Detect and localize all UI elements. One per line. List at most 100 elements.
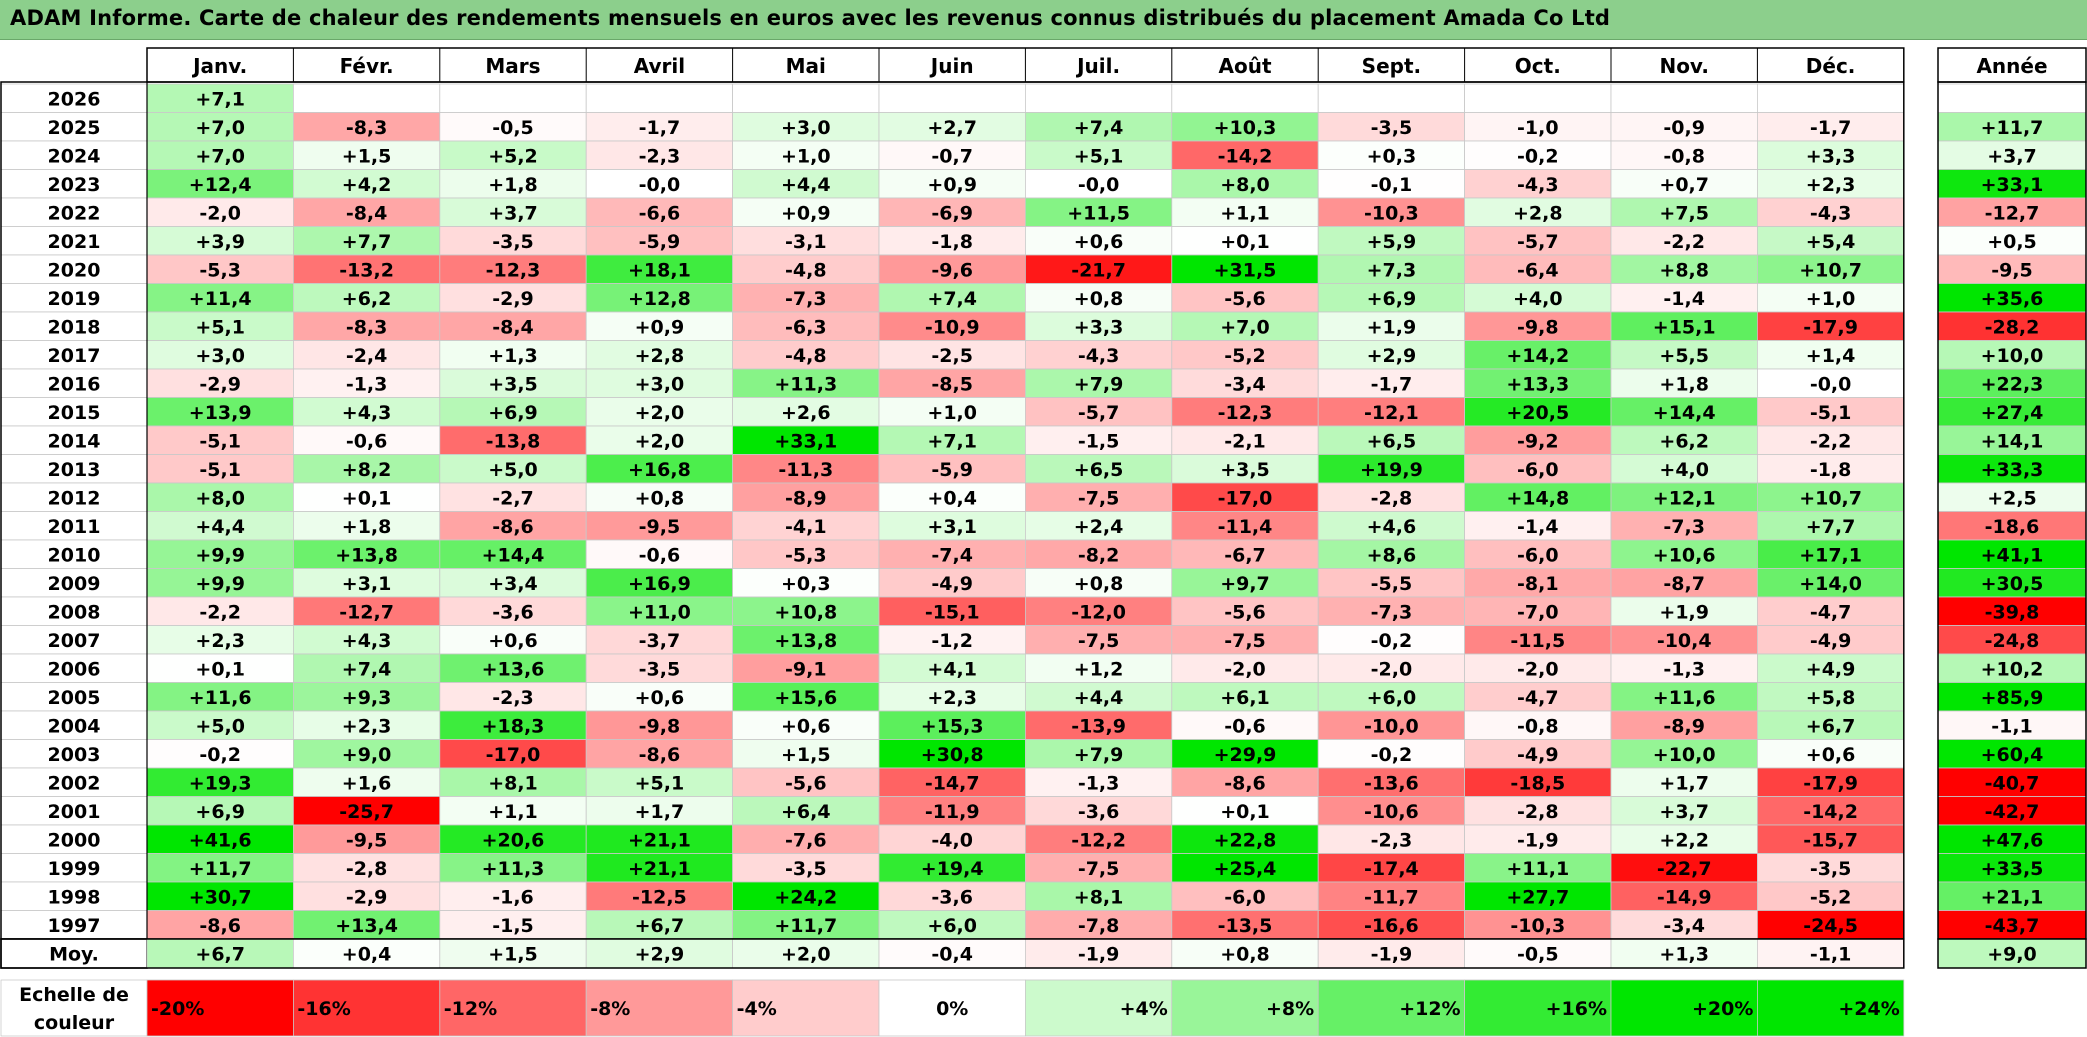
heatmap-cell — [1757, 767, 1905, 797]
cell-value: +29,9 — [1214, 744, 1277, 766]
cell-value: +17,1 — [1799, 544, 1862, 566]
average-frame — [0, 938, 1905, 969]
year-label-cell — [0, 340, 148, 370]
year-label-cell — [0, 539, 148, 569]
heatmap-cell — [292, 796, 441, 826]
heatmap-cell — [732, 767, 880, 797]
heatmap-cell — [878, 83, 1026, 113]
cell-value: -3,6 — [931, 886, 973, 908]
average-value: +1,3 — [1659, 944, 1709, 966]
cell-value: -9,2 — [1517, 430, 1559, 452]
cell-value: -1,5 — [1078, 430, 1120, 452]
heatmap-cell — [1757, 596, 1905, 626]
cell-value: -1,4 — [1663, 288, 1705, 310]
cell-value: -0,2 — [1371, 630, 1413, 652]
cell-value: +3,0 — [781, 117, 831, 139]
cell-value: -25,7 — [339, 801, 394, 823]
average-cell — [1757, 938, 1905, 969]
heatmap-cell — [585, 397, 734, 427]
cell-value: +2,7 — [927, 117, 977, 139]
year-label: 1998 — [48, 886, 101, 908]
cell-value: -21,7 — [1071, 259, 1126, 281]
heatmap-cell — [146, 796, 294, 826]
cell-value: -3,5 — [1371, 117, 1413, 139]
cell-value: -22,7 — [1657, 858, 1712, 880]
heatmap-cell — [1317, 83, 1465, 113]
heatmap-cell — [146, 254, 294, 284]
cell-value: +1,0 — [927, 402, 977, 424]
cell-value: +0,1 — [1220, 801, 1270, 823]
heatmap-cell — [1757, 83, 1905, 113]
heatmap-cell — [292, 539, 441, 569]
year-label-cell — [0, 311, 148, 341]
cell-value: -4,1 — [785, 516, 827, 538]
heatmap-cell — [292, 824, 441, 854]
heatmap-cell — [878, 454, 1026, 484]
cell-value: +1,1 — [1220, 202, 1270, 224]
cell-value: -4,8 — [785, 345, 827, 367]
annual-value: -40,7 — [1985, 772, 2040, 794]
month-header: Août — [1218, 54, 1271, 78]
cell-value: +2,6 — [781, 402, 831, 424]
cell-value: +5,9 — [1367, 231, 1417, 253]
annual-value: +11,7 — [1981, 117, 2044, 139]
annual-cell — [1937, 397, 2087, 427]
cell-value: +3,9 — [195, 231, 245, 253]
cell-value: +2,8 — [635, 345, 685, 367]
heatmap-cell — [292, 83, 441, 113]
annual-header: Année — [1976, 54, 2047, 78]
cell-value: +2,8 — [1513, 202, 1563, 224]
cell-value: +3,1 — [927, 516, 977, 538]
annual-value: +27,4 — [1981, 402, 2044, 424]
annual-cell — [1937, 710, 2087, 740]
heatmap-cell — [1464, 83, 1612, 113]
cell-value: -6,0 — [1224, 886, 1266, 908]
heatmap-cell — [585, 796, 734, 826]
cell-value: -0,2 — [1517, 145, 1559, 167]
cell-value: +30,7 — [189, 886, 252, 908]
year-label: 2005 — [48, 687, 101, 709]
cell-value: -6,7 — [1224, 544, 1266, 566]
cell-value: -11,3 — [778, 459, 833, 481]
cell-value: -5,6 — [1224, 601, 1266, 623]
cell-value: -6,0 — [1517, 544, 1559, 566]
cell-value: +6,0 — [1367, 687, 1417, 709]
heatmap-cell — [1464, 283, 1612, 313]
heatmap-cell — [146, 283, 294, 313]
cell-value: +2,3 — [342, 715, 392, 737]
cell-value: -10,3 — [1364, 202, 1419, 224]
year-label: 2018 — [48, 316, 101, 338]
year-label: 2010 — [48, 544, 101, 566]
cell-value: -3,7 — [639, 630, 681, 652]
year-label: 2015 — [48, 402, 101, 424]
cell-value: -13,6 — [1364, 772, 1419, 794]
cell-value: -8,5 — [931, 373, 973, 395]
year-label: 2023 — [48, 174, 101, 196]
heatmap-cell — [732, 197, 880, 227]
cell-value: -0,0 — [1078, 174, 1120, 196]
heatmap-cell — [1317, 140, 1465, 170]
heatmap-cell — [732, 881, 880, 911]
cell-value: -2,1 — [1224, 430, 1266, 452]
cell-value: -0,2 — [199, 744, 241, 766]
cell-value: +7,0 — [195, 117, 245, 139]
cell-value: +1,2 — [1074, 658, 1124, 680]
cell-value: -7,6 — [785, 829, 827, 851]
cell-value: +4,9 — [1806, 658, 1856, 680]
heatmap-cell — [439, 397, 587, 427]
cell-value: +31,5 — [1214, 259, 1277, 281]
heatmap-cell — [1757, 539, 1905, 569]
scale-value: -4% — [737, 998, 777, 1020]
cell-value: -10,3 — [1510, 915, 1565, 937]
year-label: 2008 — [48, 601, 101, 623]
cell-value: -1,8 — [1810, 459, 1852, 481]
annual-cell — [1937, 739, 2087, 769]
cell-value: -10,4 — [1657, 630, 1712, 652]
heatmap-cell — [1757, 881, 1905, 911]
annual-value: -18,6 — [1985, 516, 2040, 538]
cell-value: +0,8 — [1074, 288, 1124, 310]
year-label: 2012 — [48, 487, 101, 509]
annual-value: -43,7 — [1985, 915, 2040, 937]
heatmap-cell — [292, 397, 441, 427]
cell-value: +0,9 — [927, 174, 977, 196]
